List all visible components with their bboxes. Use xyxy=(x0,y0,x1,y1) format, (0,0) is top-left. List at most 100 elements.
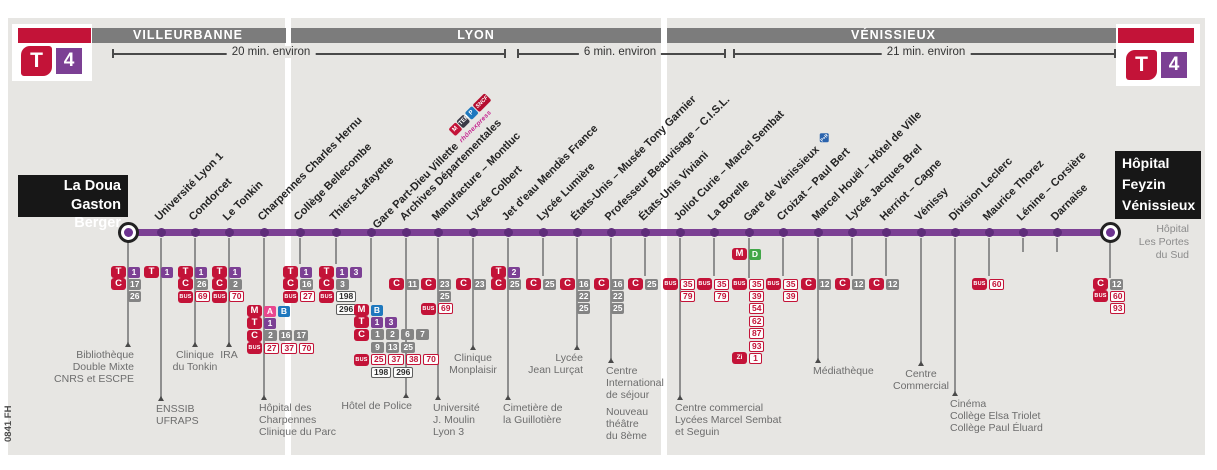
chrono-icon: C xyxy=(560,278,575,290)
terminus-line: Hôpital xyxy=(1122,155,1170,171)
tram-icon: T xyxy=(354,316,369,329)
chrono-icon: C xyxy=(283,278,298,291)
joliot-curie-marcel-sembat-place-label: Centre commercial Lycées Marcel Sembat et … xyxy=(675,402,781,438)
chrono-icon: C xyxy=(628,278,643,290)
duration-tick xyxy=(517,49,519,58)
gare-part-dieu-villette-badge-row: BUS 25 37 38 70 xyxy=(354,353,439,366)
bus-icon: BUS xyxy=(421,302,436,315)
le-tonkin-place-label: IRA xyxy=(220,349,238,361)
coll-ge-bellecombe-badge-row: BUS 27 xyxy=(283,290,316,303)
universit-lyon-1-place-arrow xyxy=(157,396,164,401)
place-label-line: Lycées Marcel Sembat xyxy=(675,414,782,426)
line-badge-12: 12 xyxy=(818,278,832,290)
tram-icon: T xyxy=(178,266,193,278)
gare-de-v-nissieux-badge-row: Zi 1 xyxy=(732,352,762,365)
line-badge-9: 9 xyxy=(371,341,384,353)
tram-icon: T xyxy=(491,266,506,278)
marcel-hou-l-h-tel-de-ville-dot xyxy=(813,228,823,237)
duration-tick xyxy=(112,49,114,58)
terminus-line: La Doua xyxy=(63,178,121,194)
line-badge-27: 27 xyxy=(264,342,280,354)
joliot-curie-marcel-sembat-badge-row: 79 xyxy=(663,290,696,302)
line-badge-69: 69 xyxy=(195,291,211,303)
line-badge-17: 17 xyxy=(128,278,142,290)
-tats-unis-mus-e-tony-garnier-badge-row: 25 xyxy=(560,303,591,315)
zone-separator xyxy=(285,18,291,455)
bus-icon: BUS xyxy=(663,278,678,290)
chrono-icon: C xyxy=(801,278,816,290)
darnaise-dot xyxy=(1052,228,1062,237)
manufacture-montluc-place-label: Université J. Moulin Lyon 3 xyxy=(433,402,480,438)
lyc-e-lumi-re-connector xyxy=(542,238,544,276)
chrono-icon: C xyxy=(247,329,262,342)
gare-de-v-nissieux-badge-row: 39 xyxy=(732,290,765,302)
archives-d-partementales-place-arrow xyxy=(402,393,409,398)
v-nissy-dot xyxy=(916,228,926,237)
herriot-cagne-badge-row: C 12 xyxy=(869,278,900,290)
manufacture-montluc-place-arrow xyxy=(434,395,441,400)
thiers-lafayette-connector xyxy=(335,238,337,264)
hopital-feyzin-venissieux-badge-row: 93 xyxy=(1093,303,1126,315)
zone-band-lyon: LYON xyxy=(291,28,661,43)
la-borelle-badge-row: 79 xyxy=(697,290,730,302)
line-badge-1: 1 xyxy=(195,266,207,278)
joliot-curie-marcel-sembat-connector xyxy=(679,238,681,396)
lyc-e-lumi-re-dot xyxy=(538,228,548,237)
chrono-icon: C xyxy=(456,278,471,290)
line-badge-23: 23 xyxy=(473,278,487,290)
place-label-line: Lyon 3 xyxy=(433,426,465,438)
professeur-beauvisage-c-i-s-l--badge-row: C 16 xyxy=(594,278,625,290)
line-badge-1: 1 xyxy=(371,329,384,341)
condorcet-badge-row: BUS 69 xyxy=(178,290,211,303)
-tats-unis-mus-e-tony-garnier-badge-row: 22 xyxy=(560,290,591,302)
jet-d-eau-mend-s-france-badge-row: C 25 xyxy=(491,278,522,291)
line-badge-1: 1 xyxy=(336,266,348,278)
chrono-icon: C xyxy=(212,278,227,291)
division-leclerc-connector xyxy=(954,238,956,392)
note-hopital-les-portes-du-sud: Hôpital Les Portes du Sud xyxy=(1139,223,1189,262)
line-badge-39: 39 xyxy=(783,290,799,302)
diagram-background xyxy=(8,18,1205,455)
place-label-line: du 8ème xyxy=(606,430,647,442)
line-badge-60: 60 xyxy=(989,278,1005,290)
le-tonkin-connector xyxy=(228,238,230,344)
lyc-e-colbert-connector xyxy=(472,238,474,346)
v-nissy-place-arrow xyxy=(917,361,924,366)
joliot-curie-marcel-sembat-dot xyxy=(675,228,685,237)
charpennes-charles-hernu-connector xyxy=(263,238,265,396)
line-badge-A: A xyxy=(264,305,276,317)
maurice-thorez-badge-row: BUS 60 xyxy=(972,278,1005,290)
thiers-lafayette-badge-row: 296 xyxy=(319,303,357,315)
le-tonkin-dot xyxy=(224,228,234,237)
lyc-e-colbert-place-label: Clinique Monplaisir xyxy=(449,352,497,376)
la-doua-gaston-berger-badge-row: C 17 xyxy=(111,278,142,291)
duration-tick xyxy=(504,49,506,58)
line-badge-2: 2 xyxy=(386,329,399,341)
line-badge-2: 2 xyxy=(229,278,242,290)
line-badge-27: 27 xyxy=(300,291,316,303)
line-badge-25: 25 xyxy=(401,341,415,353)
terminus-label-hopital-feyzin: Hôpital Feyzin Vénissieux xyxy=(1115,151,1201,219)
le-tonkin-badge-row: BUS 70 xyxy=(212,290,245,303)
line-badge-13: 13 xyxy=(386,341,400,353)
division-leclerc-place-label: Cinéma Collège Elsa Triolet Collège Paul É… xyxy=(950,398,1043,434)
place-label-line: Clinique xyxy=(454,352,492,364)
bus-icon: BUS xyxy=(697,278,712,290)
place-label-line: Collège Elsa Triolet xyxy=(950,410,1041,422)
bus-icon: BUS xyxy=(319,290,334,303)
manufacture-montluc-dot xyxy=(433,228,443,237)
place-label-line: Hôtel de Police xyxy=(341,400,412,412)
gare-de-v-nissieux-dot xyxy=(744,228,754,237)
bus-icon: BUS xyxy=(283,290,298,303)
condorcet-dot xyxy=(190,228,200,237)
place-label-line: Nouveau xyxy=(606,406,649,418)
marcel-hou-l-h-tel-de-ville-connector xyxy=(817,238,819,359)
chrono-icon: C xyxy=(319,278,334,291)
joliot-curie-marcel-sembat-badge-row: BUS 35 xyxy=(663,278,696,290)
jet-d-eau-mend-s-france-place-arrow xyxy=(504,395,511,400)
line-badge-87: 87 xyxy=(749,328,765,340)
tram-icon: T xyxy=(319,266,334,278)
